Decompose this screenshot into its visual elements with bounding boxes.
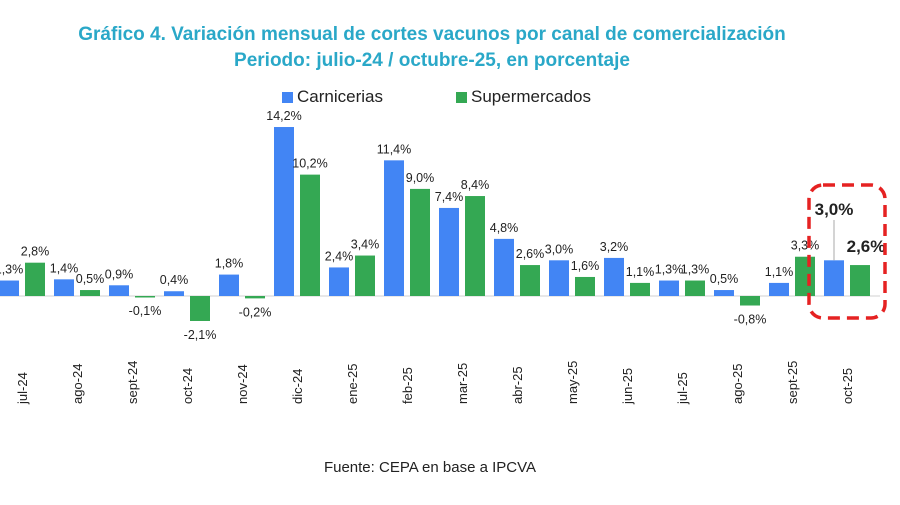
source-note: Fuente: CEPA en base a IPCVA (323, 459, 537, 476)
x-tick-label: mar-25 (455, 363, 470, 404)
data-label: 7,4% (435, 190, 464, 204)
x-tick-label: jul-25 (675, 372, 690, 405)
data-label: -0,1% (129, 304, 162, 318)
bar-supermercados (740, 296, 760, 306)
x-tick-label: jul-24 (15, 372, 30, 405)
bar-carnicerias (384, 160, 404, 296)
data-label: 3,3% (791, 239, 820, 253)
data-label: 1,8% (215, 257, 244, 271)
bar-carnicerias (219, 274, 239, 296)
bar-carnicerias (659, 280, 679, 296)
bar-supermercados (850, 265, 870, 296)
bar-carnicerias (54, 279, 74, 296)
bar-carnicerias (549, 260, 569, 296)
data-label: 4,8% (490, 221, 519, 235)
x-tick-label: ago-24 (70, 364, 85, 404)
bar-carnicerias (824, 260, 844, 296)
legend-item-supermercados: Supermercados (456, 87, 591, 107)
bar-supermercados (795, 256, 815, 296)
data-label: 9,0% (406, 171, 435, 185)
data-label: 0,5% (76, 272, 105, 286)
bar-supermercados (300, 174, 320, 296)
bar-supermercados (685, 280, 705, 296)
data-label: 3,2% (600, 240, 629, 254)
bar-supermercados (135, 296, 155, 298)
data-label: -2,1% (184, 328, 217, 342)
legend-label: Carnicerias (297, 87, 383, 106)
data-label: 11,4% (377, 142, 412, 156)
data-label: 2,6% (847, 237, 886, 256)
data-label: 2,8% (21, 245, 50, 259)
bar-supermercados (630, 282, 650, 296)
data-label: 8,4% (461, 178, 490, 192)
data-label: 0,9% (105, 267, 134, 281)
bar-carnicerias (439, 207, 459, 296)
bar-supermercados (190, 296, 210, 321)
bar-carnicerias (494, 238, 514, 296)
chart-title: Gráfico 4. Variación mensual de cortes v… (78, 24, 786, 45)
bar-supermercados (80, 290, 100, 296)
data-label: 2,6% (516, 247, 545, 261)
data-label: 1,1% (626, 265, 655, 279)
bar-supermercados (25, 262, 45, 296)
bar-supermercados (465, 196, 485, 296)
data-label: 3,0% (815, 200, 854, 219)
data-label: 14,2% (266, 109, 301, 123)
data-label: 10,2% (292, 157, 327, 171)
x-tick-label: ene-25 (345, 364, 360, 404)
data-label: 1,6% (571, 259, 600, 273)
bar-carnicerias (604, 257, 624, 296)
data-label: 0,4% (160, 273, 189, 287)
x-tick-label: oct-25 (840, 368, 855, 404)
bar-carnicerias (164, 291, 184, 296)
x-tick-label: ago-25 (730, 364, 745, 404)
legend-item-carnicerias: Carnicerias (282, 87, 383, 107)
data-label: 1,3% (655, 263, 684, 277)
bar-carnicerias (714, 290, 734, 296)
x-tick-label: dic-24 (290, 369, 305, 404)
bar-carnicerias (329, 267, 349, 296)
data-label: 0,5% (710, 272, 739, 286)
data-label: 1,3% (681, 263, 710, 277)
data-label: 2,4% (325, 249, 354, 263)
x-tick-label: may-25 (565, 361, 580, 404)
data-label: 1,1% (765, 265, 794, 279)
data-label: -0,8% (734, 313, 767, 327)
x-tick-label: oct-24 (180, 368, 195, 404)
bar-supermercados (575, 276, 595, 296)
bar-supermercados (245, 296, 265, 299)
highlight-box (807, 183, 887, 320)
x-tick-label: jun-25 (620, 368, 635, 405)
data-label: 3,4% (351, 238, 380, 252)
data-label: 1,3% (0, 263, 23, 277)
data-label: 3,0% (545, 242, 574, 256)
x-tick-label: nov-24 (235, 364, 250, 404)
bar-carnicerias (0, 280, 19, 296)
bar-supermercados (355, 255, 375, 296)
bar-supermercados (520, 265, 540, 296)
legend-swatch (456, 91, 467, 103)
x-tick-label: abr-25 (510, 366, 525, 404)
x-tick-label: sept-25 (785, 361, 800, 404)
data-label: -0,2% (239, 305, 272, 319)
bar-carnicerias (769, 282, 789, 296)
bar-carnicerias (274, 127, 294, 297)
legend-label: Supermercados (471, 87, 592, 106)
x-tick-label: feb-25 (400, 367, 415, 404)
chart-subtitle: Periodo: julio-24 / octubre-25, en porce… (234, 50, 630, 71)
bar-supermercados (410, 188, 430, 296)
bar-carnicerias (109, 285, 129, 296)
legend-swatch (282, 91, 293, 103)
x-tick-label: sept-24 (125, 361, 140, 404)
data-label: 1,4% (50, 261, 79, 275)
